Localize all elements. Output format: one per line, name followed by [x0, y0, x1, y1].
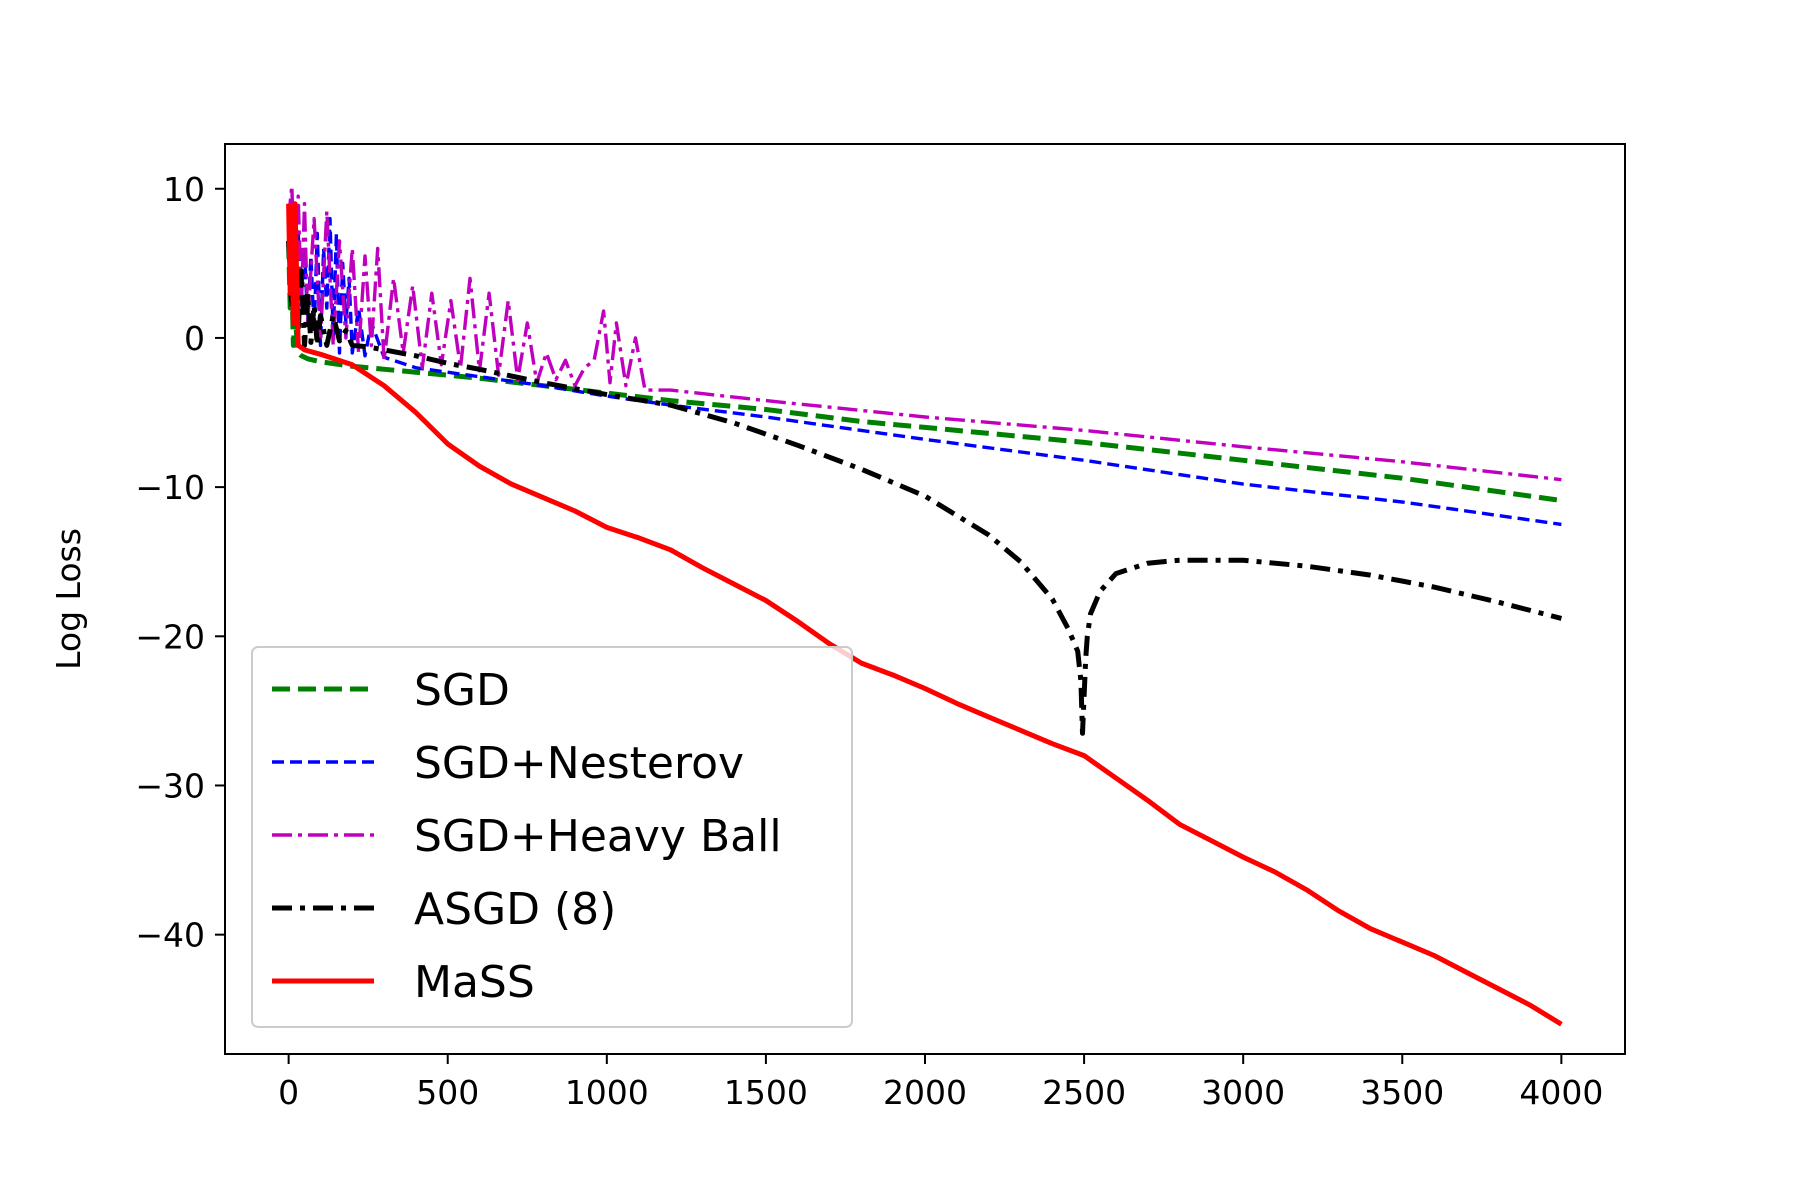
y-axis: 10 0 −10 −20 −30 −40: [135, 170, 225, 955]
series-line-asgd-8: [286, 240, 1563, 736]
x-tick-label: 1500: [724, 1073, 808, 1112]
series-line-sgd: [286, 240, 1562, 503]
y-tick-label: −30: [135, 766, 205, 805]
x-tick-label: 4000: [1519, 1073, 1603, 1112]
x-tick-label: 3500: [1360, 1073, 1444, 1112]
legend: SGD SGD+Nesterov SGD+Heavy Ball ASGD (8) MaS…: [251, 646, 853, 1028]
x-tick-label: 0: [278, 1073, 299, 1112]
legend-label: MaSS: [414, 957, 535, 1008]
series-line-mass: [286, 201, 1563, 1027]
x-tick-label: 2000: [883, 1073, 967, 1112]
series-layer: [286, 184, 1563, 1027]
y-tick-label: −40: [135, 916, 205, 955]
legend-label: SGD+Heavy Ball: [414, 811, 782, 862]
legend-label: SGD+Nesterov: [414, 738, 744, 789]
series-line-sgd-heavy-ball: [286, 184, 1562, 482]
y-axis-title: Log Loss: [49, 528, 88, 670]
y-tick-label: 0: [184, 319, 205, 358]
x-tick-label: 500: [416, 1073, 479, 1112]
legend-label: SGD: [414, 665, 510, 716]
x-tick-label: 2500: [1042, 1073, 1126, 1112]
legend-box: [251, 646, 853, 1028]
legend-label: ASGD (8): [414, 884, 616, 935]
x-tick-label: 3000: [1201, 1073, 1285, 1112]
y-tick-label: −10: [135, 468, 205, 507]
y-tick-label: 10: [163, 170, 205, 209]
x-tick-label: 1000: [565, 1073, 649, 1112]
x-axis: 0 500 1000 1500 2000 2500 3000 3500 4000: [278, 1054, 1603, 1112]
y-tick-label: −20: [135, 617, 205, 656]
